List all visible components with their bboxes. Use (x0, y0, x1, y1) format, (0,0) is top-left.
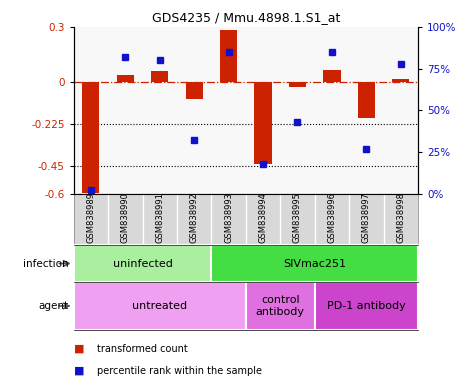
Text: GSM838998: GSM838998 (396, 192, 405, 243)
Bar (74, 282, 246, 330)
Text: GSM838991: GSM838991 (155, 192, 164, 243)
Text: GSM838996: GSM838996 (327, 192, 336, 243)
Bar (117, 75, 134, 83)
Bar (186, 83, 203, 99)
Text: control
antibody: control antibody (256, 295, 305, 317)
Text: GSM838994: GSM838994 (258, 192, 267, 243)
Text: agent: agent (39, 301, 69, 311)
Text: PD-1 antibody: PD-1 antibody (327, 301, 406, 311)
Bar (358, 83, 375, 118)
Bar (82, 83, 99, 193)
Bar (314, 282, 418, 330)
Bar (323, 70, 341, 83)
Text: infection: infection (23, 258, 69, 268)
Bar (220, 30, 237, 83)
Text: GSM838992: GSM838992 (190, 192, 199, 243)
Bar (74, 245, 211, 282)
Bar (246, 282, 314, 330)
Text: GSM838995: GSM838995 (293, 192, 302, 243)
Bar (255, 83, 272, 164)
Text: GSM838990: GSM838990 (121, 192, 130, 243)
Bar (211, 245, 418, 282)
Bar (392, 79, 409, 83)
Bar (151, 71, 168, 83)
Bar (289, 83, 306, 87)
Text: GSM838997: GSM838997 (362, 192, 371, 243)
Text: GSM838989: GSM838989 (86, 192, 95, 243)
Title: GDS4235 / Mmu.4898.1.S1_at: GDS4235 / Mmu.4898.1.S1_at (152, 11, 340, 24)
Text: GSM838993: GSM838993 (224, 192, 233, 243)
Text: ■: ■ (74, 344, 84, 354)
Text: SIVmac251: SIVmac251 (283, 258, 346, 268)
Text: percentile rank within the sample: percentile rank within the sample (97, 366, 262, 376)
Text: ■: ■ (74, 366, 84, 376)
Text: transformed count: transformed count (97, 344, 188, 354)
Text: untreated: untreated (132, 301, 187, 311)
Text: uninfected: uninfected (113, 258, 172, 268)
